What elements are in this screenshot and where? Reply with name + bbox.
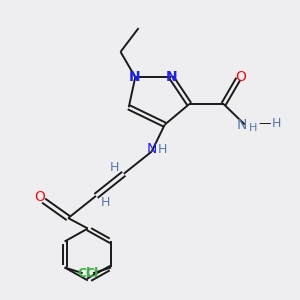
Text: H: H [271,117,280,130]
Text: H: H [249,124,257,134]
Text: H: H [110,161,119,174]
Text: N: N [166,70,178,84]
Text: N: N [146,142,157,156]
Text: N: N [129,70,140,84]
Text: —: — [258,117,271,130]
Text: O: O [235,70,246,84]
Text: H: H [158,142,167,156]
Text: Cl: Cl [85,267,98,280]
Text: N: N [236,118,247,132]
Text: O: O [34,190,45,205]
Text: H: H [100,196,110,209]
Text: Cl: Cl [77,267,91,280]
